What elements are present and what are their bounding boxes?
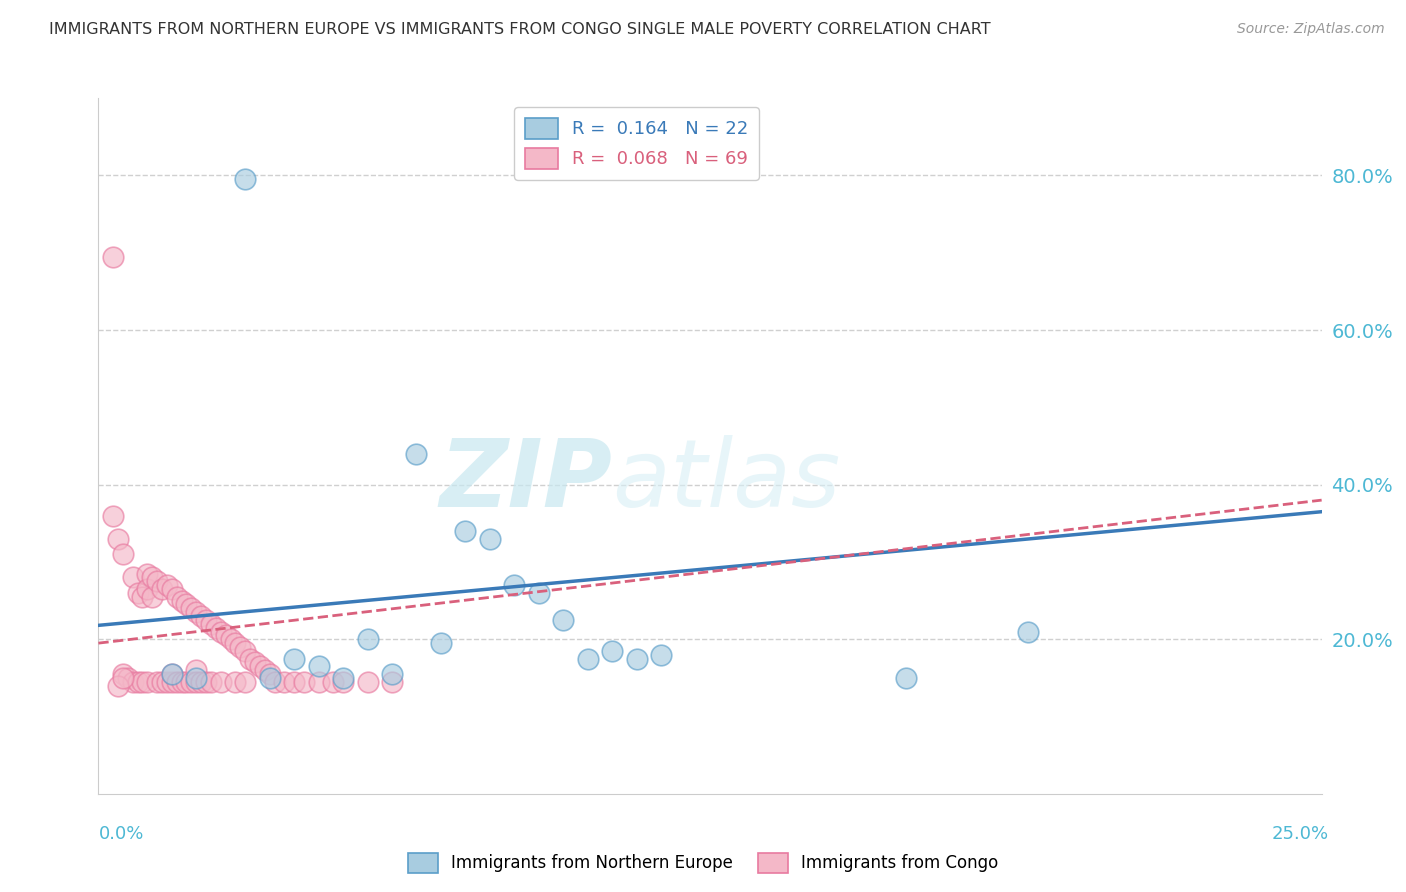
- Point: [111, 547, 134, 561]
- Point: [503, 578, 526, 592]
- Point: [600, 644, 623, 658]
- Text: 25.0%: 25.0%: [1271, 825, 1329, 843]
- Point: [127, 586, 149, 600]
- Point: [259, 671, 281, 685]
- Point: [292, 674, 315, 689]
- Point: [117, 671, 139, 685]
- Point: [190, 609, 212, 624]
- Point: [160, 667, 183, 681]
- Point: [127, 674, 149, 689]
- Point: [1017, 624, 1039, 639]
- Point: [146, 574, 169, 589]
- Point: [454, 524, 477, 538]
- Point: [160, 582, 183, 596]
- Point: [322, 674, 344, 689]
- Legend: Immigrants from Northern Europe, Immigrants from Congo: Immigrants from Northern Europe, Immigra…: [401, 847, 1005, 880]
- Point: [356, 632, 378, 647]
- Text: 0.0%: 0.0%: [98, 825, 143, 843]
- Point: [894, 671, 917, 685]
- Point: [233, 172, 256, 186]
- Point: [405, 447, 427, 461]
- Point: [136, 582, 159, 596]
- Point: [180, 674, 202, 689]
- Point: [430, 636, 453, 650]
- Point: [224, 674, 246, 689]
- Point: [141, 590, 163, 604]
- Point: [233, 644, 256, 658]
- Point: [229, 640, 252, 654]
- Point: [650, 648, 672, 662]
- Point: [146, 674, 169, 689]
- Point: [200, 616, 222, 631]
- Point: [239, 651, 262, 665]
- Point: [180, 601, 202, 615]
- Point: [101, 250, 124, 264]
- Legend: R =  0.164   N = 22, R =  0.068   N = 69: R = 0.164 N = 22, R = 0.068 N = 69: [515, 107, 759, 179]
- Point: [195, 613, 218, 627]
- Point: [156, 674, 179, 689]
- Point: [233, 674, 256, 689]
- Point: [170, 674, 193, 689]
- Point: [176, 674, 198, 689]
- Point: [136, 566, 159, 581]
- Point: [308, 674, 330, 689]
- Point: [111, 667, 134, 681]
- Point: [136, 674, 159, 689]
- Text: Source: ZipAtlas.com: Source: ZipAtlas.com: [1237, 22, 1385, 37]
- Point: [273, 674, 295, 689]
- Point: [249, 659, 271, 673]
- Point: [219, 632, 242, 647]
- Point: [224, 636, 246, 650]
- Point: [527, 586, 550, 600]
- Point: [156, 578, 179, 592]
- Point: [166, 590, 188, 604]
- Text: IMMIGRANTS FROM NORTHERN EUROPE VS IMMIGRANTS FROM CONGO SINGLE MALE POVERTY COR: IMMIGRANTS FROM NORTHERN EUROPE VS IMMIG…: [49, 22, 991, 37]
- Point: [243, 656, 266, 670]
- Point: [166, 674, 188, 689]
- Point: [101, 508, 124, 523]
- Point: [263, 674, 285, 689]
- Point: [259, 667, 281, 681]
- Point: [121, 570, 143, 584]
- Point: [214, 628, 236, 642]
- Point: [308, 659, 330, 673]
- Point: [186, 674, 208, 689]
- Point: [186, 605, 208, 619]
- Point: [121, 674, 143, 689]
- Point: [160, 674, 183, 689]
- Point: [150, 674, 173, 689]
- Point: [131, 674, 153, 689]
- Point: [200, 674, 222, 689]
- Point: [381, 674, 404, 689]
- Point: [131, 590, 153, 604]
- Point: [381, 667, 404, 681]
- Point: [253, 663, 276, 677]
- Point: [195, 674, 218, 689]
- Point: [107, 679, 129, 693]
- Point: [141, 570, 163, 584]
- Point: [209, 624, 232, 639]
- Point: [190, 674, 212, 689]
- Point: [107, 532, 129, 546]
- Point: [332, 671, 354, 685]
- Point: [209, 674, 232, 689]
- Point: [478, 532, 501, 546]
- Text: atlas: atlas: [612, 435, 841, 526]
- Point: [160, 667, 183, 681]
- Point: [205, 621, 228, 635]
- Point: [576, 651, 599, 665]
- Point: [111, 671, 134, 685]
- Text: ZIP: ZIP: [439, 434, 612, 527]
- Point: [186, 671, 208, 685]
- Point: [186, 663, 208, 677]
- Point: [150, 582, 173, 596]
- Point: [283, 674, 305, 689]
- Point: [176, 598, 198, 612]
- Point: [356, 674, 378, 689]
- Point: [283, 651, 305, 665]
- Point: [626, 651, 648, 665]
- Point: [170, 593, 193, 607]
- Point: [332, 674, 354, 689]
- Point: [553, 613, 575, 627]
